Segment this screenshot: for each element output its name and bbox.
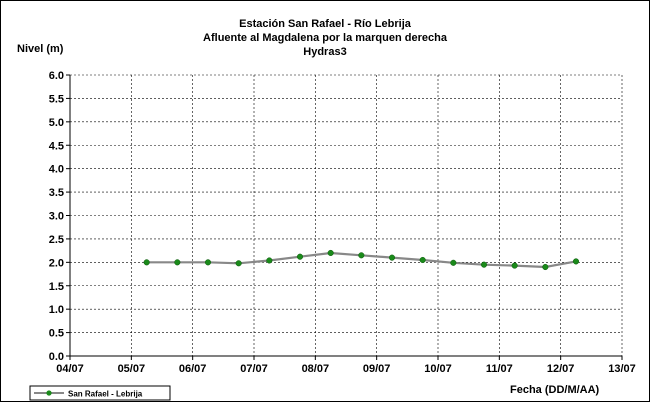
y-tick-label: 3.5 <box>49 187 64 199</box>
axis-layer: 0.0 0.5 1.0 1.5 2.0 2.5 3.0 3.5 4.0 4.5 5.0 5.5 6.0 0… <box>49 70 636 375</box>
y-tick-label: 2.0 <box>49 257 64 269</box>
legend-label: San Rafael - Lebrija <box>68 390 143 399</box>
y-tick-label: 4.5 <box>49 140 64 152</box>
legend: San Rafael - Lebrija <box>29 385 171 401</box>
x-tick-label: 07/07 <box>240 363 268 375</box>
x-tick-label: 06/07 <box>179 363 207 375</box>
data-point <box>327 249 334 257</box>
data-point <box>204 259 212 266</box>
y-tick-label: 5.0 <box>49 117 64 129</box>
legend-marker-sample <box>46 390 52 396</box>
x-tick-label: 10/07 <box>424 363 452 375</box>
y-tick-label: 2.5 <box>49 234 64 246</box>
x-tick-label: 04/07 <box>56 363 84 375</box>
data-point <box>572 258 580 265</box>
y-tick-label: 1.0 <box>49 304 64 316</box>
data-point <box>235 260 242 267</box>
data-point <box>450 259 457 266</box>
x-tick-label: 12/07 <box>547 363 575 375</box>
y-tick-label: 0.0 <box>49 351 64 363</box>
data-point <box>542 263 549 271</box>
y-axis-label: Nivel (m) <box>17 43 64 55</box>
y-tick-label: 3.0 <box>49 211 64 223</box>
data-point <box>388 254 396 261</box>
y-tick-label: 4.0 <box>49 164 64 176</box>
data-point <box>174 259 181 266</box>
y-tick-label: 5.5 <box>49 93 64 105</box>
y-tick-label: 6.0 <box>49 70 64 82</box>
chart-title-line-1: Estación San Rafael - Río Lebrija <box>239 18 411 30</box>
x-tick-label: 13/07 <box>608 363 636 375</box>
y-tick-label: 0.5 <box>49 328 64 340</box>
x-axis-label: Fecha (DD/M/AA) <box>510 384 600 396</box>
x-tick-label: 09/07 <box>363 363 391 375</box>
data-point <box>480 261 488 268</box>
data-point <box>511 262 518 269</box>
series-layer <box>143 249 580 271</box>
x-tick-label: 05/07 <box>118 363 146 375</box>
data-point <box>296 253 304 260</box>
chart-title-line-2: Afluente al Magdalena por la marquen der… <box>203 32 447 44</box>
data-point <box>419 256 426 264</box>
legend-box <box>29 385 171 401</box>
data-point <box>143 259 150 266</box>
x-tick-label: 11/07 <box>486 363 513 375</box>
data-point <box>358 252 365 259</box>
y-tick-label: 1.5 <box>49 281 64 293</box>
grid-layer <box>69 74 623 357</box>
data-point <box>266 257 273 264</box>
x-tick-label: 08/07 <box>302 363 330 375</box>
chart-title-line-3: Hydras3 <box>303 46 347 58</box>
